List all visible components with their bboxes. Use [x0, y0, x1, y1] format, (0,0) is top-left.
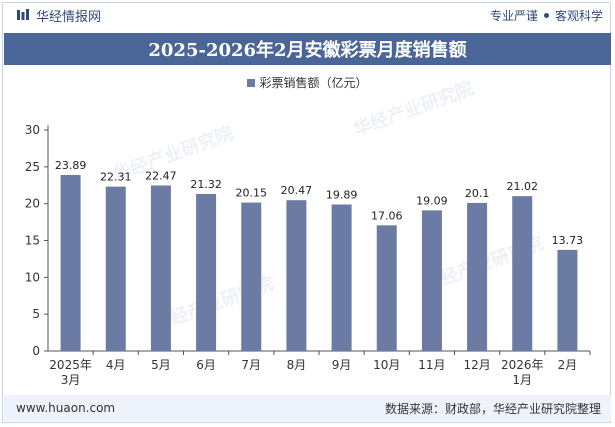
brand[interactable]: 华经情报网	[16, 6, 101, 25]
data-label: 20.15	[236, 187, 268, 200]
slogan-left: 专业严谨	[489, 8, 538, 23]
x-tick-label: 9月	[332, 358, 352, 372]
chart-frame	[2, 2, 611, 423]
bar	[331, 204, 352, 351]
slogan-right: 客观科学	[554, 8, 603, 23]
brand-name: 华经情报网	[36, 9, 102, 25]
y-tick-label: 5	[32, 307, 40, 321]
legend-label: 彩票销售额（亿元）	[259, 76, 368, 90]
data-label: 19.09	[416, 194, 448, 207]
x-tick-label: 2月	[558, 358, 578, 372]
bar	[150, 185, 171, 351]
x-tick-label: 7月	[241, 358, 261, 372]
legend-swatch	[247, 78, 256, 87]
y-tick-label: 25	[25, 160, 40, 174]
legend: 彩票销售额（亿元）	[0, 74, 615, 91]
bar	[286, 200, 307, 351]
x-tick-label: 3月	[61, 373, 81, 387]
x-tick-label: 10月	[373, 358, 400, 372]
top-bar: 华经情报网 专业严谨 客观科学	[0, 0, 615, 30]
x-tick-label: 2026年	[501, 358, 544, 372]
y-tick-label: 10	[25, 270, 40, 284]
data-label: 23.89	[55, 159, 87, 172]
data-source: 数据来源：财政部，华经产业研究院整理	[384, 401, 601, 416]
y-tick-label: 15	[25, 234, 40, 248]
bar	[105, 186, 126, 351]
y-tick-label: 30	[25, 123, 40, 137]
bar	[60, 175, 81, 351]
chart-title: 2025-2026年2月安徽彩票月度销售额	[148, 40, 467, 61]
x-tick-label: 12月	[463, 358, 490, 372]
y-tick-label: 0	[32, 344, 40, 358]
x-tick-label: 4月	[106, 358, 126, 372]
x-tick-label: 5月	[151, 358, 171, 372]
bar	[196, 193, 217, 351]
data-label: 21.02	[507, 180, 539, 193]
logo-icon	[17, 9, 29, 20]
footer: www.huaon.com 数据来源：财政部，华经产业研究院整理	[4, 395, 611, 421]
data-label: 20.1	[465, 187, 490, 200]
bar	[467, 202, 488, 351]
bar	[421, 210, 442, 351]
website-link[interactable]: www.huaon.com	[16, 401, 116, 415]
x-tick-label: 6月	[196, 358, 216, 372]
data-label: 19.89	[326, 188, 358, 201]
x-tick-label: 2025年	[49, 358, 92, 372]
x-tick-label: 8月	[287, 358, 307, 372]
x-tick-label: 1月	[512, 373, 532, 387]
data-label: 17.06	[371, 209, 403, 222]
data-label: 21.32	[190, 178, 222, 191]
data-label: 22.31	[100, 171, 132, 184]
slogan: 专业严谨 客观科学	[490, 7, 603, 24]
bar	[376, 225, 397, 351]
bar	[241, 202, 262, 351]
y-tick-label: 20	[25, 197, 40, 211]
x-tick-label: 11月	[418, 358, 445, 372]
data-label: 20.47	[281, 184, 313, 197]
bar	[512, 196, 533, 351]
dot-icon	[543, 12, 549, 18]
title-bar: 2025-2026年2月安徽彩票月度销售额	[4, 33, 611, 65]
data-label: 13.73	[552, 234, 584, 247]
bar	[557, 249, 578, 351]
data-label: 22.47	[145, 169, 177, 182]
